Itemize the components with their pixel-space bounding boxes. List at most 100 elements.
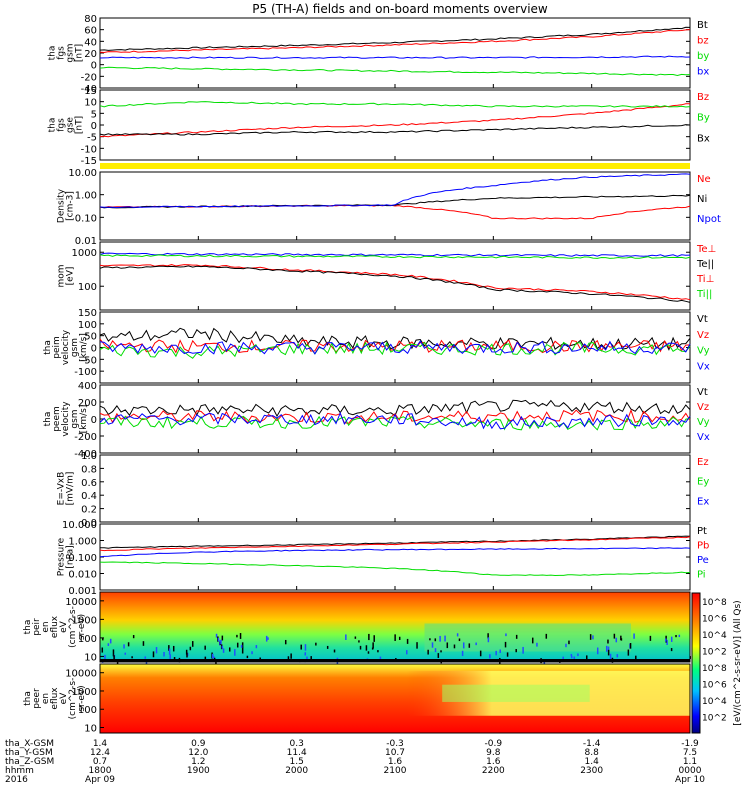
peir-speckle bbox=[515, 649, 517, 653]
peir-speckle bbox=[495, 650, 497, 656]
peir-speckle bbox=[456, 633, 459, 637]
peer-green-patch bbox=[442, 684, 590, 702]
peir-speckle bbox=[439, 635, 441, 642]
y-axis-label: peem bbox=[52, 406, 62, 432]
colorbar-tick-label: 10^2 bbox=[702, 648, 727, 658]
y-axis-label: gsm bbox=[66, 43, 76, 62]
peir-speckle bbox=[406, 638, 409, 644]
peir-speckle bbox=[304, 652, 307, 655]
peir-speckle bbox=[365, 645, 368, 651]
peir-low-energy-patch bbox=[424, 623, 631, 652]
peir-speckle bbox=[284, 639, 287, 645]
peir-speckle bbox=[221, 635, 224, 641]
footer-row-label: hhmm bbox=[5, 766, 34, 776]
peir-speckle bbox=[592, 635, 594, 640]
y-tick-label: -200 bbox=[74, 432, 97, 443]
footer-value: 9.8 bbox=[486, 748, 501, 758]
y-tick-label: 1000 bbox=[72, 687, 97, 698]
footer-value: 10.7 bbox=[385, 748, 405, 758]
y-axis-label: en bbox=[41, 693, 51, 704]
footer-value: 1.4 bbox=[93, 739, 108, 749]
footer-value: 2000 bbox=[285, 766, 308, 776]
y-axis-label: en bbox=[41, 621, 51, 632]
peir-speckle bbox=[505, 633, 507, 637]
panel-density: 10.00 1.00 0.10 0.01 Density [cm-3] Ne Ni Npot bbox=[57, 168, 721, 247]
series-line-Te|| bbox=[99, 254, 691, 259]
peir-speckle bbox=[596, 647, 599, 655]
peir-speckle bbox=[545, 633, 548, 639]
y-axis-label: [mV/m] bbox=[66, 472, 76, 506]
peir-speckle bbox=[565, 643, 567, 648]
peir-speckle bbox=[107, 643, 110, 646]
footer-value: 1.4 bbox=[585, 757, 600, 767]
panel-temperature: 1000 100 mom [eV] Te⊥ Te|| Ti⊥ Ti|| bbox=[57, 241, 716, 311]
peir-speckle bbox=[577, 653, 579, 657]
y-axis-label: tha bbox=[23, 620, 33, 635]
y-tick-label: 100 bbox=[78, 634, 97, 645]
peir-speckle bbox=[265, 635, 268, 642]
panel-frame bbox=[99, 454, 691, 523]
footer-value: 1.6 bbox=[388, 757, 403, 767]
peir-speckle bbox=[131, 656, 133, 659]
footer-value: 0000 bbox=[679, 766, 702, 776]
peir-speckle bbox=[489, 654, 491, 659]
footer-value: 8.8 bbox=[585, 748, 600, 758]
peir-speckle bbox=[616, 654, 619, 658]
peir-speckle bbox=[427, 649, 429, 655]
peir-speckle bbox=[185, 649, 188, 655]
y-tick-label: 40 bbox=[84, 37, 97, 48]
peir-speckle bbox=[570, 653, 573, 657]
y-axis-label: [nT] bbox=[75, 44, 85, 62]
y-tick-label: 0.0 bbox=[81, 518, 97, 529]
legend-entry: Vx bbox=[697, 361, 710, 372]
y-axis-label: [km/s] bbox=[79, 405, 89, 434]
peir-speckle bbox=[109, 638, 112, 644]
peir-speckle bbox=[217, 637, 220, 642]
series-line-Ti⊥ bbox=[99, 263, 691, 301]
y-tick-label: 10000 bbox=[65, 597, 97, 608]
colorbar-strip bbox=[691, 592, 701, 734]
peir-speckle bbox=[246, 655, 249, 659]
peir-speckle bbox=[568, 640, 570, 645]
peir-speckle bbox=[462, 642, 465, 649]
peir-speckle bbox=[613, 633, 616, 639]
series-line-Pi bbox=[99, 561, 691, 577]
legend-entry: Pt bbox=[697, 526, 707, 537]
peir-speckle bbox=[499, 649, 501, 653]
legend-entry: By bbox=[697, 113, 710, 124]
colorbar-tick-label: 10^6 bbox=[702, 681, 727, 691]
peir-speckle bbox=[570, 655, 573, 659]
peir-speckle bbox=[670, 636, 673, 642]
peir-speckle bbox=[675, 634, 677, 638]
peir-speckle bbox=[531, 637, 534, 644]
peir-speckle bbox=[116, 660, 119, 667]
peir-speckle bbox=[326, 645, 329, 649]
peir-speckle bbox=[398, 636, 401, 640]
y-tick-label: -50 bbox=[81, 355, 97, 366]
peir-speckle bbox=[306, 656, 308, 661]
y-tick-label: 1.0 bbox=[81, 451, 97, 462]
y-axis-label: tha bbox=[43, 340, 53, 355]
legend-entry: Vz bbox=[697, 402, 709, 413]
series-line-Npot bbox=[99, 173, 691, 209]
series-line-Bt bbox=[99, 26, 691, 51]
peir-speckle bbox=[186, 652, 188, 658]
y-tick-label: 20 bbox=[84, 49, 97, 60]
footer-value: 2200 bbox=[482, 766, 505, 776]
footer-value: -1.9 bbox=[681, 739, 699, 749]
peir-speckle bbox=[431, 642, 434, 648]
peir-speckle bbox=[191, 641, 194, 647]
footer-year: 2016 bbox=[5, 775, 28, 785]
series-line-by bbox=[99, 66, 691, 77]
peir-speckle bbox=[670, 648, 673, 652]
y-tick-label: 0 bbox=[91, 61, 97, 72]
y-tick-label: -40 bbox=[81, 84, 97, 95]
peir-speckle bbox=[440, 650, 442, 653]
y-axis-label: [km/s] bbox=[79, 333, 89, 362]
peir-speckle bbox=[446, 642, 449, 649]
series-line-Ti|| bbox=[99, 265, 691, 303]
peir-speckle bbox=[144, 656, 147, 659]
legend-entry: Vy bbox=[697, 346, 710, 357]
y-axis-label: eflux bbox=[50, 687, 60, 710]
